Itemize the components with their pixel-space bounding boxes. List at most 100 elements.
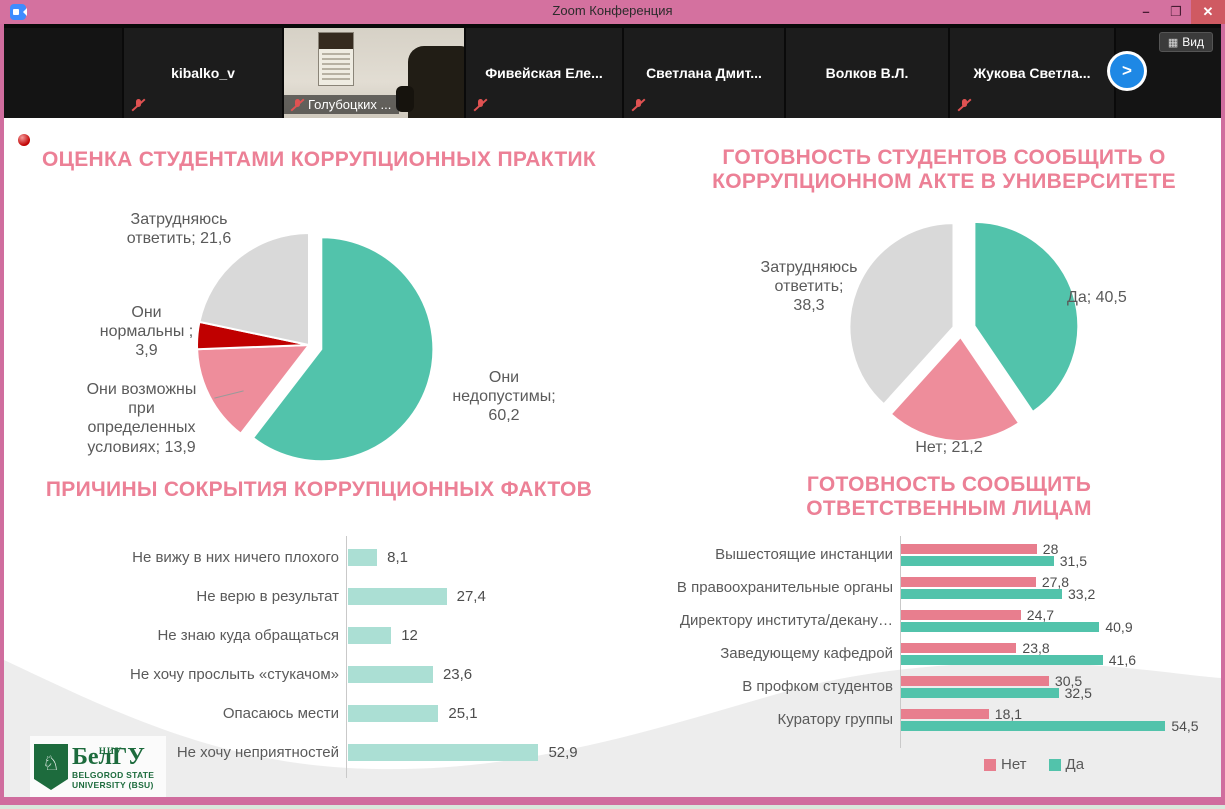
pie-slice: [198, 231, 310, 347]
bar-value-label: 18,1: [994, 705, 1023, 722]
logo-en-line2: UNIVERSITY (BSU): [72, 780, 154, 790]
participant-tile[interactable]: Светлана Дмит...: [624, 28, 784, 118]
pie-slice: [196, 343, 312, 436]
taskbar-edge: [0, 805, 1225, 809]
bar-value-label: 12: [401, 627, 418, 644]
bar-Да: [901, 588, 1063, 599]
grouped-bar-row: В профком студентов 30,5 32,5: [639, 670, 1214, 703]
bar-value-label: 30,5: [1054, 672, 1083, 689]
bar-chart-reasons: Не вижу в них ничего плохого 8,1 Не верю в…: [89, 538, 609, 772]
bar-category-label: Не хочу прослыть «стукачом»: [130, 666, 339, 683]
shield-horse-icon: ♘: [34, 744, 68, 790]
chart-title-bars2: ГОТОВНОСТЬ СООБЩИТЬ ОТВЕТСТВЕННЫМ ЛИЦАМ: [806, 473, 1092, 521]
participant-name: Голубоцких ...: [308, 97, 392, 112]
chart-title-bars1: ПРИЧИНЫ СОКРЫТИЯ КОРРУПЦИОННЫХ ФАКТОВ: [45, 478, 593, 501]
bar: [348, 588, 447, 605]
muted-mic-icon: [630, 98, 645, 112]
participant-tile[interactable]: kibalko_v: [124, 28, 282, 118]
legend-swatch-yes: [1048, 758, 1061, 771]
bar-value-label: 28: [1042, 540, 1059, 557]
bar-value-label: 27,4: [456, 588, 486, 605]
muted-mic-icon: [956, 98, 971, 112]
bar-value-label: 33,2: [1068, 585, 1096, 602]
logo-brand: БелГУ: [72, 743, 145, 770]
bar-row: Не хочу неприятностей 52,9: [89, 733, 609, 772]
participant-strip: kibalko_v Голубоцких ... Фивейская Еле..…: [4, 24, 1221, 118]
pie-chart-readiness-report: [848, 220, 1080, 442]
participant-name: Фивейская Еле...: [485, 65, 603, 81]
chevron-right-icon: >: [1110, 54, 1144, 88]
participant-tile[interactable]: Волков В.Л.: [786, 28, 948, 118]
bar-Нет: [901, 576, 1036, 587]
participant-name: Светлана Дмит...: [646, 65, 762, 81]
bar-value-label: 54,5: [1171, 717, 1199, 734]
calendar-poster: [318, 32, 354, 86]
legend-swatch-no: [984, 758, 996, 771]
bar-row: Не вижу в них ничего плохого 8,1: [89, 538, 609, 577]
bar-value-label: 32,5: [1064, 684, 1092, 701]
bar-value-label: 27,8: [1041, 573, 1070, 590]
titlebar: Zoom Конференция – ❐ ✕: [0, 0, 1225, 24]
bar-category-label: Опасаюсь мести: [222, 705, 339, 722]
participant-tile[interactable]: Жукова Светла...: [950, 28, 1114, 118]
pie-slice: [251, 236, 435, 463]
pie-slice: [889, 335, 1021, 442]
window-title: Zoom Конференция: [552, 3, 673, 18]
bar-value-label: 25,1: [448, 705, 478, 722]
bar-value-label: 23,8: [1022, 639, 1050, 656]
muted-mic-icon: [472, 98, 487, 112]
bar-Нет: [901, 708, 989, 719]
bar-category-label: Не знаю куда обращаться: [157, 627, 339, 644]
bar-row: Не знаю куда обращаться 12: [89, 616, 609, 655]
pie-label: Да; 40,5: [1067, 289, 1127, 306]
university-logo: ♘ БелГУНИУ BELGOROD STATE UNIVERSITY (BS…: [30, 736, 166, 797]
participant-name-label: Голубоцких ...: [284, 95, 400, 114]
pie-label: Нет; 21,2: [915, 439, 983, 456]
office-chair: [396, 46, 464, 118]
pie-label: Они нормальны ; 3,9: [99, 304, 194, 360]
bar: [348, 627, 392, 644]
presentation-slide: ОЦЕНКА СТУДЕНТАМИ КОРРУПЦИОННЫХ ПРАКТИК …: [4, 118, 1221, 797]
legend: Нет Да: [984, 756, 1084, 773]
bar-category-label: Не хочу неприятностей: [176, 744, 339, 761]
pie-slice: [973, 220, 1080, 414]
grid-view-icon: ▦: [1167, 37, 1179, 49]
bar-value-label: 41,6: [1108, 651, 1136, 668]
close-button[interactable]: ✕: [1191, 0, 1225, 24]
participant-tile-empty[interactable]: [4, 28, 122, 118]
next-participants-button[interactable]: >: [1107, 51, 1147, 91]
bar-category-label: Куратору группы: [777, 711, 893, 728]
bar: [348, 744, 539, 761]
bar-Нет: [901, 543, 1037, 554]
participant-tile[interactable]: Фивейская Еле...: [466, 28, 622, 118]
grouped-bar-row: Куратору группы 18,1 54,5: [639, 703, 1214, 736]
bar: [348, 549, 378, 566]
maximize-button[interactable]: ❐: [1161, 0, 1191, 24]
bar-category-label: Не верю в результат: [196, 588, 339, 605]
grouped-bar-row: Заведующему кафедрой 23,8 41,6: [639, 637, 1214, 670]
bar-chart-report-persons: Вышестоящие инстанции 28 31,5 В правоохрани…: [639, 538, 1214, 736]
bar-value-label: 40,9: [1105, 618, 1133, 635]
bar: [348, 705, 439, 722]
pie-slice: [848, 222, 955, 406]
bar-value-label: 8,1: [387, 549, 409, 566]
participant-name: kibalko_v: [171, 65, 235, 81]
bar-Да: [901, 720, 1166, 731]
bar-category-label: Не вижу в них ничего плохого: [132, 549, 339, 566]
minimize-button[interactable]: –: [1131, 0, 1161, 24]
pie-label: Затрудняюсь ответить; 21,6: [126, 211, 232, 248]
bar-value-label: 31,5: [1059, 552, 1088, 569]
pie-label: Затрудняюсь ответить; 38,3: [760, 259, 858, 315]
bar-value-label: 23,6: [442, 666, 473, 683]
bar-row: Опасаюсь мести 25,1: [89, 694, 609, 733]
view-button[interactable]: ▦ Вид: [1158, 32, 1213, 52]
bar-category-label: Вышестоящие инстанции: [715, 546, 893, 563]
logo-en-line1: BELGOROD STATE: [72, 769, 155, 780]
participant-tile-video[interactable]: Голубоцких ...: [284, 28, 464, 118]
chart-title-pie1: ОЦЕНКА СТУДЕНТАМИ КОРРУПЦИОННЫХ ПРАКТИК: [41, 148, 597, 171]
grouped-bar-row: Вышестоящие инстанции 28 31,5: [639, 538, 1214, 571]
grouped-bar-row: В правоохранительные органы 27,8 33,2: [639, 571, 1214, 604]
window-content: kibalko_v Голубоцких ... Фивейская Еле..…: [4, 24, 1221, 797]
muted-mic-icon: [289, 98, 304, 112]
